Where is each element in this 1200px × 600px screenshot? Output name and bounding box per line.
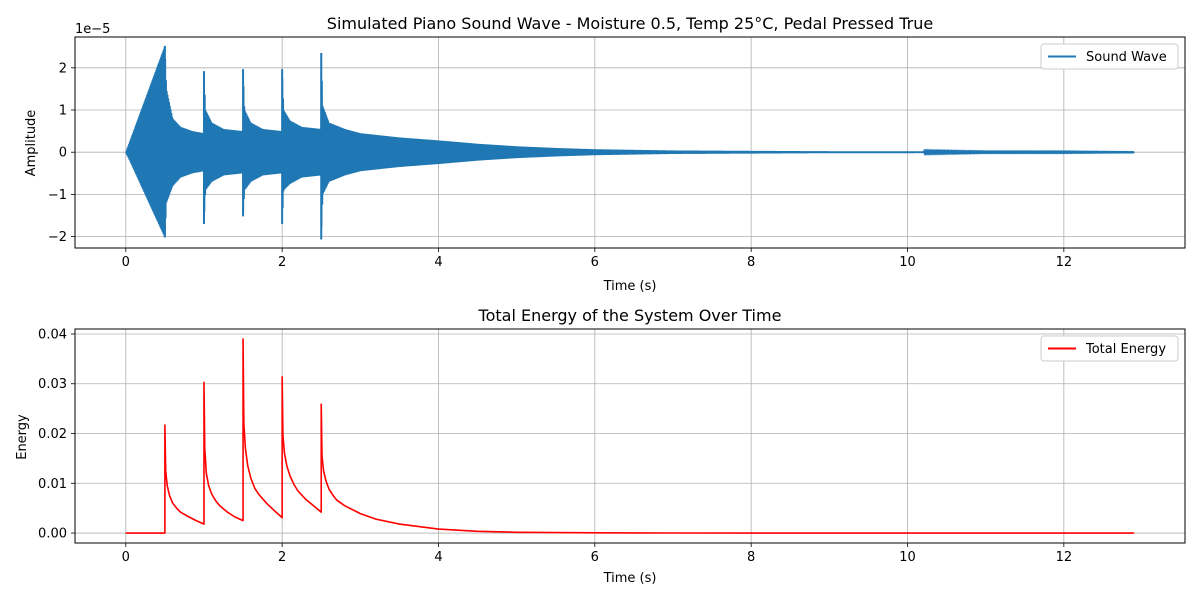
sound-wave-y-tick-label: 1 <box>59 104 67 119</box>
sound-wave-x-tick-label: 8 <box>747 255 755 270</box>
total-energy-x-axis-label: Time (s) <box>603 571 657 586</box>
total-energy-axes-frame <box>74 328 1186 544</box>
total-energy-legend: Total Energy <box>1040 335 1179 362</box>
total-energy-x-tick-label: 12 <box>1056 550 1073 565</box>
total-energy-y-tick-label: 0.00 <box>38 527 67 542</box>
sound-wave-x-tick-label: 0 <box>122 255 130 270</box>
total-energy-y-tick-label: 0.04 <box>38 327 67 342</box>
sound-wave-x-tick-label: 4 <box>434 255 442 270</box>
sound-wave-y-tick-label: −1 <box>48 188 67 203</box>
total-energy-x-ticks: 0 2 4 6 8 10 12 <box>122 543 1072 565</box>
sound-wave-y-ticks: −2 −1 0 1 2 <box>48 61 75 245</box>
sound-wave-y-tick-label: −2 <box>48 230 67 245</box>
total-energy-plot-area <box>125 338 1135 534</box>
total-energy-x-tick-label: 4 <box>434 550 442 565</box>
sound-wave-y-tick-label: 2 <box>59 61 67 76</box>
total-energy-y-tick-label: 0.01 <box>38 477 67 492</box>
sound-wave-y-axis-label: Amplitude <box>24 110 39 177</box>
sound-wave-y-tick-label: 0 <box>59 146 67 161</box>
total-energy-title: Total Energy of the System Over Time <box>478 306 782 325</box>
total-energy-y-tick-label: 0.03 <box>38 377 67 392</box>
sound-wave-y-scale-offset: 1e−5 <box>75 22 110 37</box>
total-energy-x-tick-label: 10 <box>899 550 916 565</box>
total-energy-x-tick-label: 0 <box>122 550 130 565</box>
sound-wave-x-tick-label: 12 <box>1056 255 1073 270</box>
total-energy-y-tick-label: 0.02 <box>38 427 67 442</box>
sound-wave-x-axis-label: Time (s) <box>603 279 657 294</box>
sound-wave-legend-frame <box>1040 43 1179 70</box>
total-energy-x-tick-label: 6 <box>591 550 599 565</box>
sound-wave-legend-label: Sound Wave <box>1086 50 1167 65</box>
sound-wave-plot-area <box>125 45 1135 240</box>
sound-wave-panel: Simulated Piano Sound Wave - Moisture 0.… <box>24 14 1186 294</box>
sound-wave-x-tick-label: 2 <box>278 255 286 270</box>
total-energy-legend-frame <box>1040 335 1179 362</box>
sound-wave-series-line <box>125 46 1135 236</box>
total-energy-legend-label: Total Energy <box>1085 342 1166 357</box>
total-energy-y-ticks: 0.00 0.01 0.02 0.03 0.04 <box>38 327 75 542</box>
total-energy-panel: Total Energy of the System Over Time 0 2 4… <box>15 306 1186 586</box>
sound-wave-x-tick-label: 6 <box>591 255 599 270</box>
total-energy-series-line <box>125 338 1135 534</box>
sound-wave-title: Simulated Piano Sound Wave - Moisture 0.… <box>327 14 933 33</box>
total-energy-x-tick-label: 2 <box>278 550 286 565</box>
sound-wave-x-tick-label: 10 <box>899 255 916 270</box>
total-energy-y-axis-label: Energy <box>15 414 30 460</box>
total-energy-x-tick-label: 8 <box>747 550 755 565</box>
sound-wave-x-ticks: 0 2 4 6 8 10 12 <box>122 248 1072 270</box>
sound-wave-axes-frame <box>74 36 1186 249</box>
sound-wave-legend: Sound Wave <box>1040 43 1179 70</box>
